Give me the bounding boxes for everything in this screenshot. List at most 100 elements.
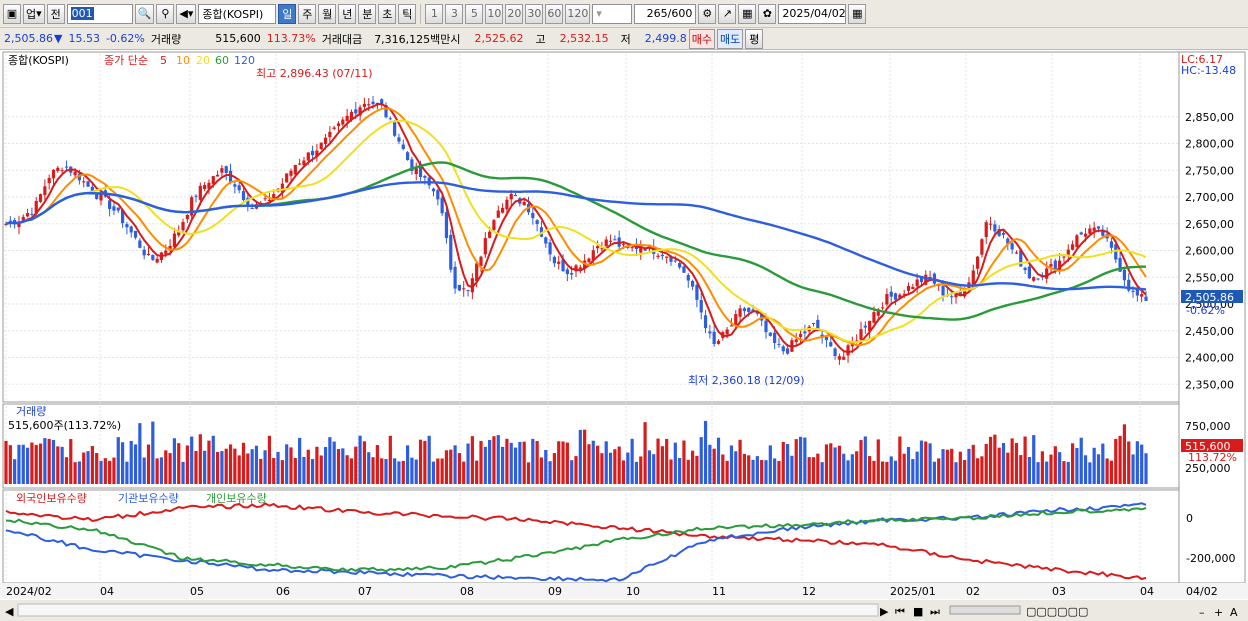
layout-icon[interactable]: ▢▢▢▢▢▢ [1026, 605, 1088, 618]
scroll-left-icon[interactable]: ◀ [5, 605, 14, 618]
sell-button[interactable]: 매도 [717, 28, 744, 49]
volume-bar [77, 461, 82, 484]
candle-body [669, 256, 673, 262]
market-select[interactable]: 업 ▾ [23, 3, 45, 24]
volume-bar [1105, 458, 1109, 484]
zoom-slider[interactable] [949, 605, 1021, 615]
ma-20-label: 20 [196, 54, 210, 67]
buy-button[interactable]: 매수 [688, 28, 716, 49]
volume-bar [492, 436, 496, 484]
candle-body [924, 274, 928, 285]
fast-forward-icon[interactable]: ⏭ [930, 605, 940, 618]
candle-body [997, 228, 1001, 236]
interval-60[interactable]: 60 [545, 3, 564, 24]
candle-body [95, 193, 99, 200]
candle-body [375, 102, 379, 104]
chart-type-icon[interactable]: ⚙ [698, 3, 717, 24]
eval-button[interactable]: 평 [745, 28, 764, 49]
tab-day[interactable]: 일 [278, 3, 297, 24]
volume-bar [678, 458, 682, 484]
candle-body [211, 176, 215, 185]
candle-body [146, 253, 151, 256]
candle-body [673, 260, 677, 262]
volume-bar [561, 441, 565, 484]
candle-body [1036, 278, 1040, 280]
settings-icon[interactable]: ✿ [758, 3, 777, 24]
interval-custom-input[interactable]: ▾ [592, 3, 633, 24]
candle-body [574, 265, 578, 272]
volume-bar [578, 429, 582, 484]
tab-tick[interactable]: 틱 [398, 3, 417, 24]
volume-bar [518, 441, 522, 484]
volume-bar [112, 457, 116, 484]
volume-bar [837, 445, 842, 484]
zoom-in-icon[interactable]: + [1214, 606, 1223, 619]
candle-body [30, 213, 34, 215]
draw-tool-icon[interactable]: ↗ [718, 3, 737, 24]
tab-second[interactable]: 초 [378, 3, 397, 24]
tab-month[interactable]: 월 [318, 3, 337, 24]
code-input[interactable]: 001 [66, 3, 133, 24]
interval-3[interactable]: 3 [445, 3, 464, 24]
rewind-icon[interactable]: ⏮ [895, 605, 905, 618]
volume-bar [440, 458, 444, 484]
count-input[interactable]: 265/600 [634, 3, 697, 24]
speaker-icon[interactable]: ◀▾ [176, 3, 197, 24]
candle-body [993, 224, 997, 232]
interval-30[interactable]: 30 [525, 3, 544, 24]
volume-bar [604, 441, 608, 484]
candle-body [1079, 232, 1083, 235]
window-menu-icon[interactable]: ▣ [3, 3, 21, 24]
font-size-icon[interactable]: A [1230, 606, 1238, 619]
candle-body [405, 152, 410, 161]
volume-bar [315, 446, 319, 484]
candle-body [708, 331, 712, 334]
candle-body [837, 356, 842, 360]
stock-chart[interactable]: 2,850,00 2,800,00 2,750,00 2,700,00 2,650,00… [0, 50, 1248, 621]
down-arrow-icon: ▼ [53, 32, 63, 45]
stop-icon[interactable]: ■ [913, 605, 923, 618]
symbol-name-field: 종합(KOSPI) [198, 3, 277, 24]
candle-body [595, 246, 600, 249]
volume-bar [155, 458, 159, 484]
volume-bar [876, 439, 880, 484]
volume-bar [228, 444, 233, 484]
scrollbar-track[interactable] [17, 603, 879, 617]
candle-body [785, 348, 790, 354]
candle-body [462, 288, 466, 290]
price-tick-label: 2,350,00 [1185, 378, 1234, 391]
zoom-out-icon[interactable]: – [1199, 606, 1205, 619]
tab-minute[interactable]: 분 [358, 3, 377, 24]
volume-bar [1045, 461, 1049, 484]
save-icon[interactable]: ▦ [738, 3, 757, 24]
candle-body [1101, 229, 1105, 236]
interval-1[interactable]: 1 [425, 3, 444, 24]
interval-10[interactable]: 10 [485, 3, 504, 24]
date-input[interactable]: 2025/04/02 [778, 3, 847, 24]
holder-line-1 [5, 502, 1147, 583]
tab-year[interactable]: 년 [338, 3, 357, 24]
interval-120[interactable]: 120 [565, 3, 591, 24]
candle-body [56, 167, 60, 171]
search-icon[interactable]: 🔍 [134, 3, 155, 24]
candle-body [203, 185, 207, 190]
candle-body [544, 237, 548, 244]
zoom-icon[interactable]: ⚲ [156, 3, 175, 24]
candle-body [479, 256, 483, 267]
volume-bar [872, 460, 876, 484]
last-price-tag: 2,505.86 [1185, 291, 1234, 304]
interval-20[interactable]: 20 [505, 3, 524, 24]
volume-bar [215, 452, 220, 484]
candle-body [876, 309, 880, 316]
calendar-icon[interactable]: ▦ [848, 3, 867, 24]
candle-body [928, 276, 932, 279]
candle-body [43, 186, 47, 196]
toolbar: ▣ 업 ▾ 전 001 🔍 ⚲ ◀▾ 종합(KOSPI) 일 주 월 년 분 초 … [0, 0, 1248, 28]
candle-body [803, 331, 807, 334]
volume-bar [1114, 438, 1118, 484]
tab-week[interactable]: 주 [298, 3, 317, 24]
prev-button[interactable]: 전 [46, 3, 65, 24]
interval-5[interactable]: 5 [465, 3, 484, 24]
scroll-right-icon[interactable]: ▶ [880, 605, 889, 618]
volume-bar [919, 440, 924, 484]
